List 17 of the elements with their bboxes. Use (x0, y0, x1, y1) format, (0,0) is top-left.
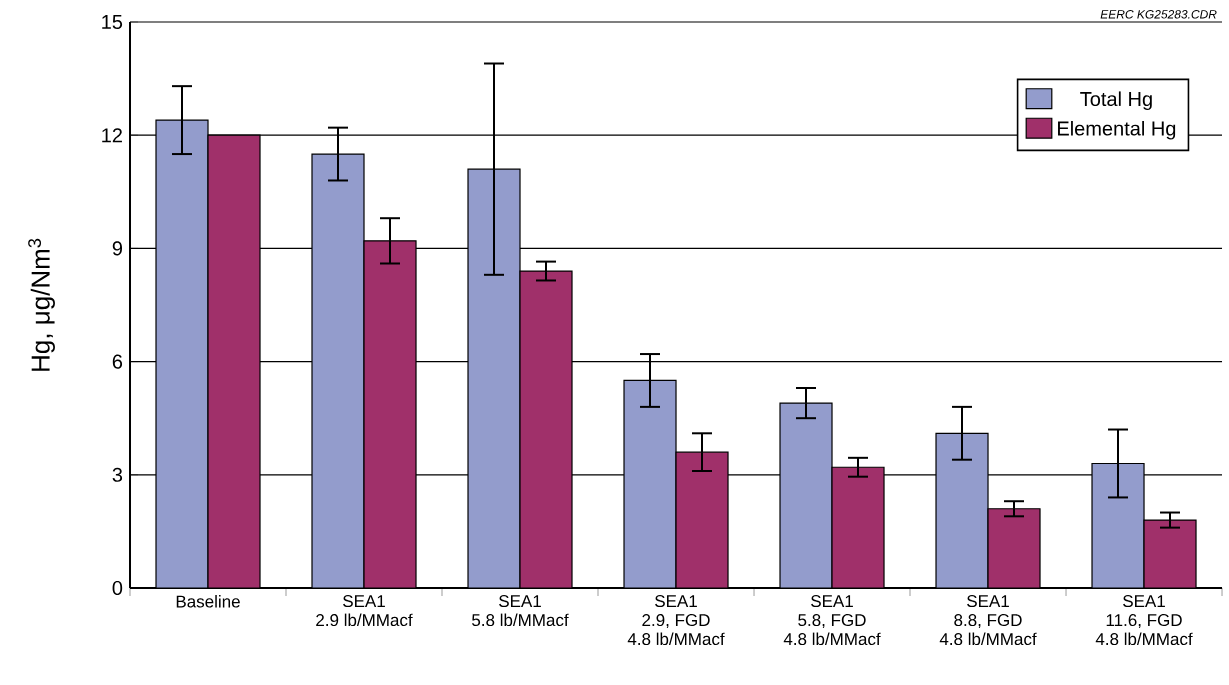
legend-label: Total Hg (1080, 91, 1152, 111)
x-tick-label: Baseline (176, 595, 240, 608)
y-tick-label: 15 (102, 15, 123, 29)
y-tick-label: 12 (102, 128, 122, 143)
y-axis-title: Hg, μg/Nm$^{3}$ (28, 238, 55, 371)
y-tick-label: 6 (112, 354, 123, 369)
y-tick-label: 0 (112, 580, 123, 596)
y-tick-label: 3 (112, 467, 123, 482)
x-tick-label: SEA1 11.6, FGD 4.8 lb/MMacf (1095, 595, 1193, 646)
text: EERC KG25283.CDR (1100, 10, 1217, 19)
x-tick-label: SEA1 5.8 lb/MMacf (472, 595, 569, 627)
legend-label: Elemental Hg (1058, 120, 1176, 140)
y-tick-label: 9 (112, 241, 123, 256)
x-tick-label: SEA1 8.8, FGD 4.8 lb/MMacf (939, 595, 1037, 646)
x-tick-label: SEA1 5.8, FGD 4.8 lb/MMacf (783, 595, 881, 646)
x-tick-label: SEA1 2.9 lb/MMacf (316, 595, 413, 627)
x-tick-label: SEA1 2.9, FGD 4.8 lb/MMacf (627, 595, 725, 646)
